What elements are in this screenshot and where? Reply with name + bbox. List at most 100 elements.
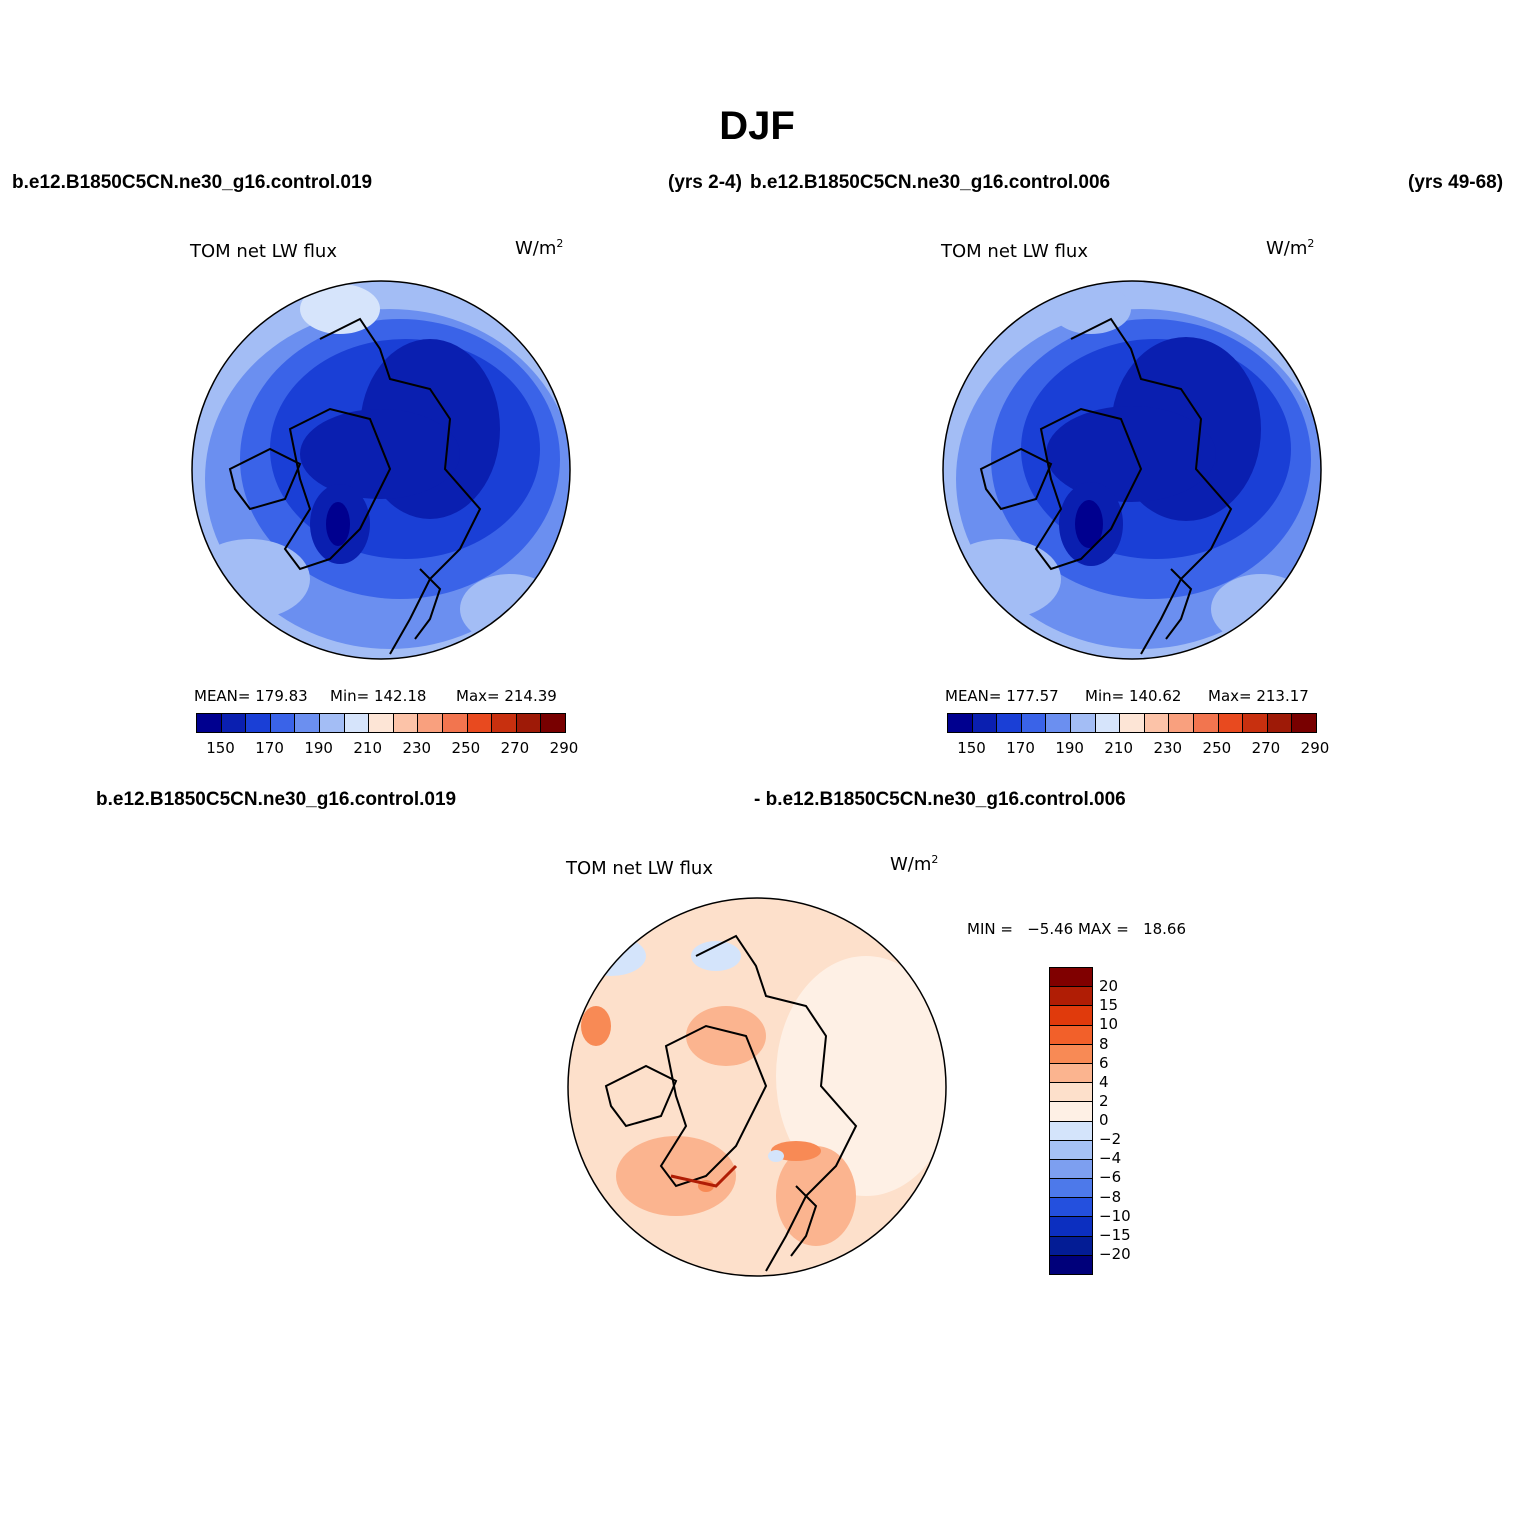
colorbar-tick-label: 8 [1099, 1034, 1109, 1053]
panel2-title: TOM net LW flux [941, 241, 1088, 262]
colorbar-swatch [418, 714, 443, 732]
colorbar-swatch [516, 714, 542, 732]
diff-case-right: - b.e12.B1850C5CN.ne30_g16.control.006 [754, 789, 1126, 810]
panel2-max: Max= 213.17 [1208, 687, 1309, 705]
colorbar-swatch [344, 714, 370, 732]
panel2-polar-map [942, 280, 1322, 660]
colorbar-swatch [1050, 1140, 1092, 1160]
colorbar-swatch [1120, 714, 1145, 732]
colorbar-tick-label: −8 [1099, 1187, 1122, 1206]
colorbar-swatch [369, 714, 394, 732]
colorbar-tick-label: 2 [1099, 1091, 1109, 1110]
colorbar-swatch [1050, 1217, 1092, 1237]
colorbar-swatch [1292, 714, 1316, 732]
colorbar-swatch [221, 714, 247, 732]
colorbar-swatch [1218, 714, 1244, 732]
colorbar-swatch [972, 714, 998, 732]
colorbar-swatch [1050, 1102, 1092, 1122]
colorbar-tick-label: −20 [1099, 1244, 1131, 1263]
panel3-colorbar [1049, 967, 1093, 1275]
panel2-units: W/m2 [1266, 237, 1315, 259]
colorbar-tick-label: 150 [206, 739, 235, 757]
colorbar-tick-label: −15 [1099, 1225, 1131, 1244]
colorbar-tick-label: 15 [1099, 996, 1119, 1015]
panel1-max: Max= 214.39 [456, 687, 557, 705]
colorbar-swatch [1050, 1083, 1092, 1103]
colorbar-swatch [1021, 714, 1047, 732]
colorbar-tick-label: −2 [1099, 1130, 1122, 1149]
colorbar-tick-label: −10 [1099, 1206, 1131, 1225]
panel3-title: TOM net LW flux [566, 858, 713, 879]
colorbar-swatch [1193, 714, 1219, 732]
colorbar-swatch [442, 714, 468, 732]
colorbar-tick-label: 10 [1099, 1015, 1119, 1034]
colorbar-swatch [1050, 1198, 1092, 1218]
colorbar-tick-label: 4 [1099, 1072, 1109, 1091]
panel1-colorbar-labels: 150 170 190 210 230 250 270 290 [196, 739, 578, 759]
colorbar-tick-label: 250 [1202, 739, 1232, 757]
colorbar-swatch [1144, 714, 1170, 732]
colorbar-tick-label: 210 [353, 739, 383, 757]
colorbar-swatch [295, 714, 320, 732]
colorbar-swatch [1050, 1236, 1092, 1256]
panel2-colorbar-labels: 150 170 190 210 230 250 270 290 [947, 739, 1329, 759]
panel2-min: Min= 140.62 [1085, 687, 1182, 705]
colorbar-swatch [541, 714, 565, 732]
colorbar-tick-label: 270 [1251, 739, 1281, 757]
colorbar-tick-label: 290 [1300, 739, 1330, 757]
colorbar-tick-label: −6 [1099, 1168, 1122, 1187]
colorbar-swatch [1046, 714, 1071, 732]
colorbar-tick-label: 190 [1055, 739, 1084, 757]
colorbar-swatch [246, 714, 271, 732]
panel2-mean: MEAN= 177.57 [945, 687, 1059, 705]
panel2-colorbar [947, 713, 1317, 733]
colorbar-swatch [997, 714, 1022, 732]
colorbar-tick-label: 210 [1104, 739, 1134, 757]
diff-case-left: b.e12.B1850C5CN.ne30_g16.control.019 [96, 789, 457, 810]
colorbar-swatch [1050, 1063, 1092, 1084]
panel3-difference-map [567, 897, 947, 1277]
panel1-polar-map [191, 280, 571, 660]
colorbar-swatch [1050, 1006, 1092, 1026]
colorbar-swatch [197, 714, 222, 732]
colorbar-swatch [1050, 1044, 1092, 1064]
colorbar-swatch [1050, 968, 1092, 988]
years-label-right: (yrs 49-68) [1408, 172, 1504, 193]
colorbar-tick-label: 190 [304, 739, 333, 757]
colorbar-swatch [1050, 1159, 1092, 1180]
panel1-mean: MEAN= 179.83 [194, 687, 308, 705]
colorbar-tick-label: 20 [1099, 977, 1119, 996]
colorbar-swatch [1243, 714, 1268, 732]
colorbar-tick-label: 6 [1099, 1053, 1109, 1072]
colorbar-swatch [270, 714, 296, 732]
panel1-min: Min= 142.18 [330, 687, 427, 705]
figure-title: DJF [719, 104, 795, 148]
colorbar-tick-label: 150 [957, 739, 986, 757]
panel1-colorbar [196, 713, 566, 733]
colorbar-swatch [393, 714, 419, 732]
colorbar-swatch [467, 714, 493, 732]
colorbar-swatch [1169, 714, 1194, 732]
case-label-left: b.e12.B1850C5CN.ne30_g16.control.019 [12, 172, 373, 193]
colorbar-swatch [1095, 714, 1121, 732]
colorbar-tick-label: 250 [451, 739, 481, 757]
colorbar-swatch [319, 714, 345, 732]
colorbar-swatch [1050, 1121, 1092, 1141]
colorbar-tick-label: 170 [255, 739, 284, 757]
panel3-colorbar-labels: 20 15 10 8 6 4 2 0 −2 −4 −6 −8 −10 −15 −20 [1099, 967, 1159, 1273]
panel3-units: W/m2 [890, 853, 939, 875]
panel1-title: TOM net LW flux [190, 241, 337, 262]
colorbar-tick-label: 0 [1099, 1111, 1109, 1129]
colorbar-tick-label: 270 [500, 739, 530, 757]
colorbar-swatch [1050, 1179, 1092, 1199]
colorbar-swatch [1050, 1025, 1092, 1045]
colorbar-tick-label: 290 [549, 739, 579, 757]
panel3-minmax: MIN = −5.46 MAX = 18.66 [967, 920, 1187, 938]
colorbar-swatch [948, 714, 973, 732]
colorbar-swatch [492, 714, 517, 732]
years-label-left: (yrs 2-4) [668, 172, 742, 193]
colorbar-swatch [1070, 714, 1096, 732]
case-label-right: b.e12.B1850C5CN.ne30_g16.control.006 [750, 172, 1111, 193]
colorbar-tick-label: −4 [1099, 1149, 1122, 1168]
colorbar-tick-label: 230 [1153, 739, 1183, 757]
